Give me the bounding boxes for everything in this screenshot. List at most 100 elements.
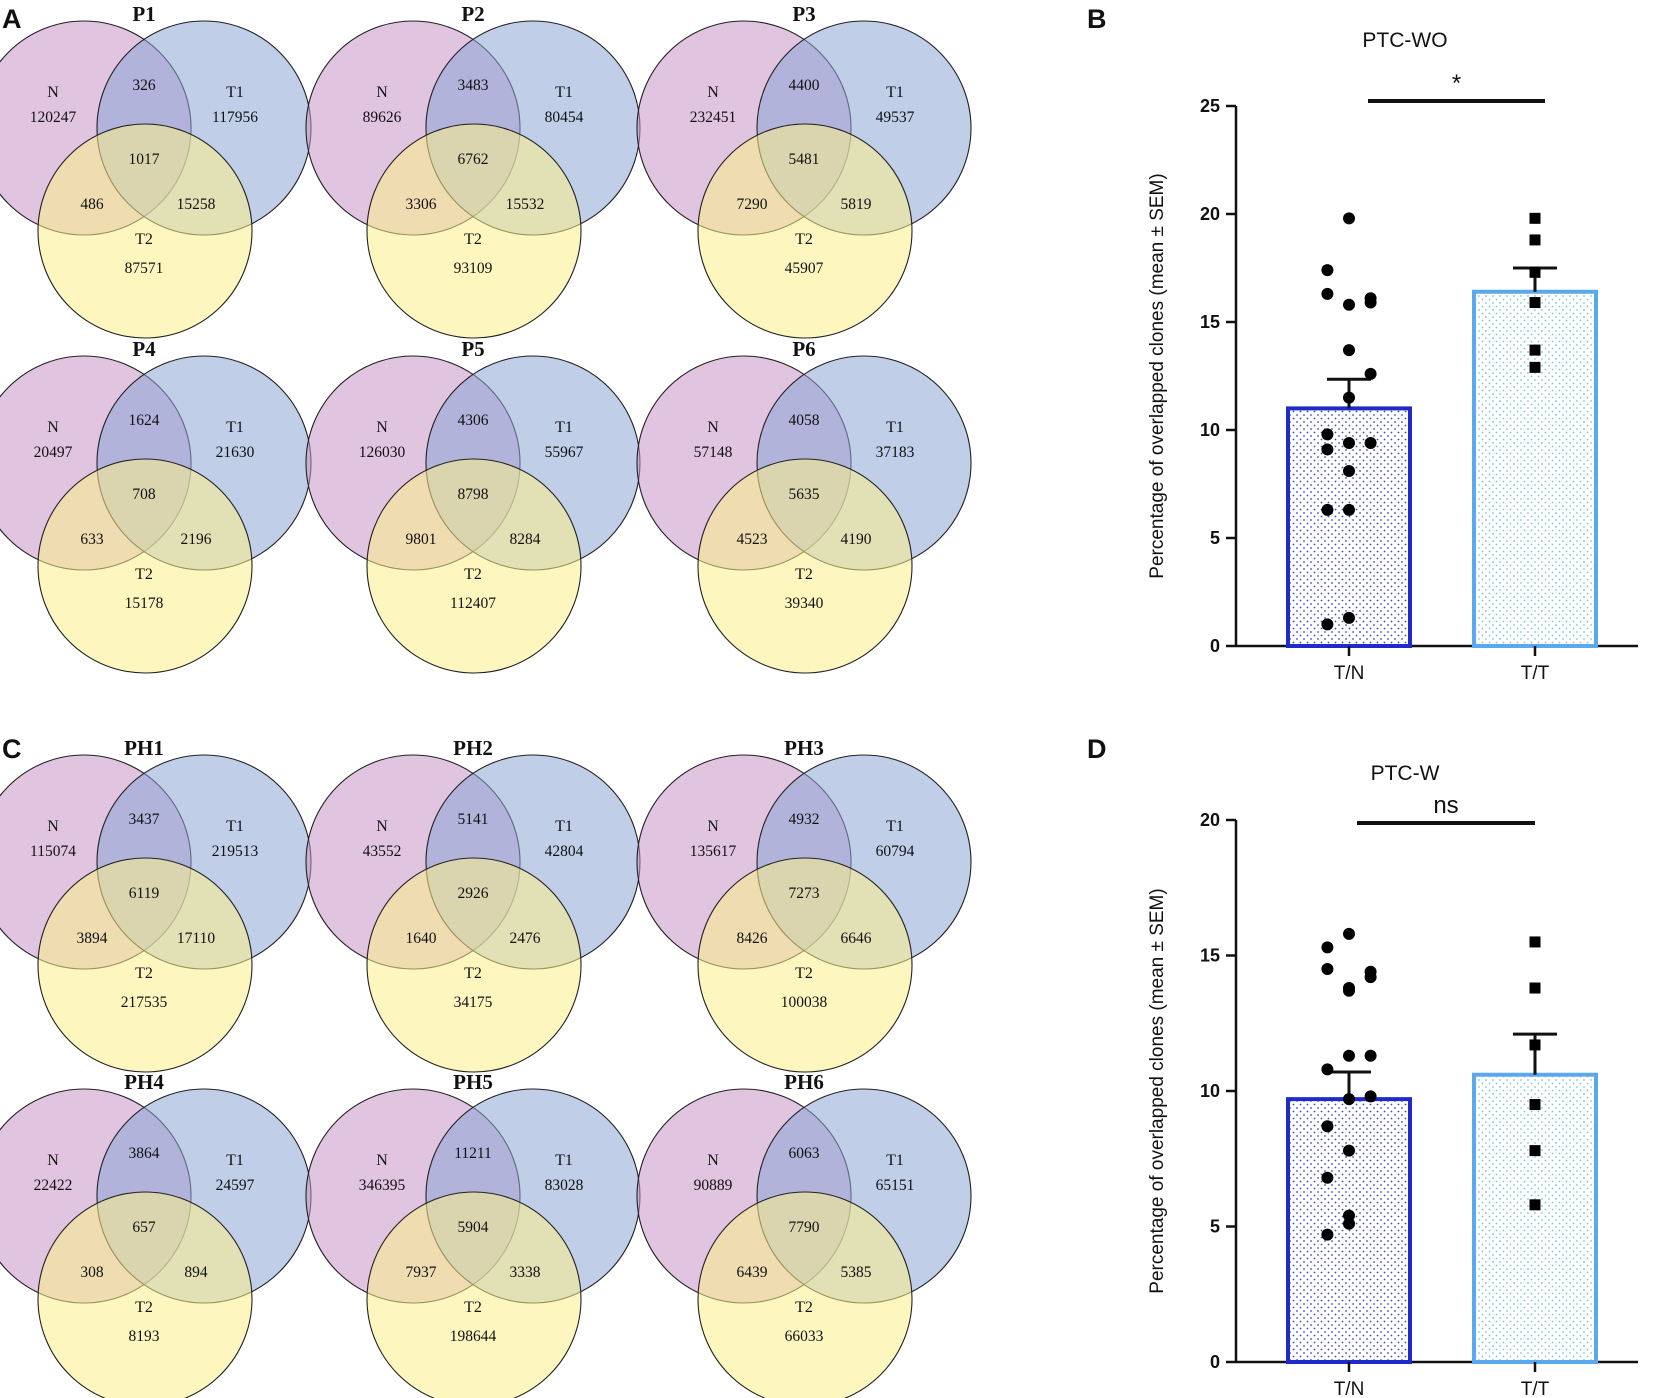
- venn-label-t2: T2: [795, 566, 813, 583]
- venn-title: PH4: [124, 1070, 164, 1094]
- venn-title: P2: [461, 2, 484, 26]
- venn-value-t2-only: 217535: [121, 994, 168, 1011]
- venn-label-n: N: [707, 1152, 719, 1169]
- venn-value-t1-t2: 5819: [841, 196, 872, 213]
- y-tick-label: 15: [1200, 946, 1220, 966]
- y-tick-label: 5: [1210, 1217, 1220, 1237]
- y-tick-label: 20: [1200, 810, 1220, 830]
- venn-value-t2-only: 198644: [450, 1328, 497, 1345]
- venn-value-n-t2: 7937: [406, 1264, 437, 1281]
- venn-circle-t2: [366, 123, 582, 339]
- venn-value-t1-only: 55967: [545, 444, 584, 461]
- venn-value-all: 7790: [789, 1219, 820, 1236]
- venn-value-all: 5635: [789, 486, 820, 503]
- data-point: [1321, 941, 1334, 954]
- venn-value-n-t2: 3306: [406, 196, 437, 213]
- venn-label-n: N: [376, 84, 388, 101]
- venn-value-t2-only: 15178: [125, 595, 164, 612]
- y-tick-label: 15: [1200, 312, 1220, 332]
- bar-t-n: [1286, 1097, 1412, 1364]
- venn-value-n-only: 89626: [363, 109, 402, 126]
- venn-label-n: N: [47, 1152, 59, 1169]
- data-point: [1321, 1171, 1334, 1184]
- venn-value-n-t2: 7290: [737, 196, 768, 213]
- venn-value-all: 708: [132, 486, 156, 503]
- venn-circle-t2: [697, 857, 913, 1073]
- venn-value-n-t1: 1624: [129, 412, 160, 429]
- venn-value-n-only: 22422: [34, 1177, 73, 1194]
- data-point: [1343, 212, 1355, 225]
- venn-value-all: 5481: [789, 151, 820, 168]
- venn-value-t2-only: 100038: [781, 994, 828, 1011]
- venn-value-t2-only: 39340: [785, 595, 824, 612]
- data-point: [1364, 367, 1377, 380]
- venn-title: P4: [132, 337, 156, 361]
- data-point: [1529, 266, 1541, 278]
- venn-value-all: 6762: [458, 151, 489, 168]
- data-point: [1529, 1145, 1541, 1157]
- data-point: [1364, 1049, 1377, 1062]
- venn-label-t1: T1: [555, 1152, 573, 1169]
- venn-p4: P4 N T1 T2 20497 21630 1624 708 633 2196 15178: [0, 337, 312, 674]
- venn-label-t1: T1: [886, 818, 904, 835]
- venn-ph1: PH1 N T1 T2 115074 219513 3437 6119 3894 17110 217…: [0, 736, 312, 1073]
- venn-p1: P1 N T1 T2 120247 117956 326 1017 486 15258 87571: [0, 2, 312, 339]
- venn-value-n-only: 20497: [34, 444, 73, 461]
- bar-chart-ptc-wo: PTC-WO Percentage of overlapped clones (m…: [1147, 29, 1638, 684]
- venn-value-n-only: 115074: [30, 843, 76, 860]
- venn-circle-t2: [366, 857, 582, 1073]
- venn-ph3: PH3 N T1 T2 135617 60794 4932 7273 8426 6646 10003…: [636, 736, 972, 1073]
- venn-title: P1: [132, 2, 155, 26]
- venn-circle-t2: [697, 123, 913, 339]
- venn-ph2: PH2 N T1 T2 43552 42804 5141 2926 1640 2476 34175: [305, 736, 641, 1073]
- data-point: [1529, 361, 1541, 373]
- x-tick-label: T/T: [1521, 663, 1550, 684]
- y-axis-label: Percentage of overlapped clones (mean ± …: [1147, 173, 1168, 578]
- data-point: [1529, 1099, 1541, 1111]
- venn-value-t1-only: 37183: [876, 444, 915, 461]
- panel-letter-c: C: [2, 734, 22, 764]
- venn-value-n-t2: 8426: [737, 930, 768, 947]
- venn-label-t2: T2: [135, 566, 153, 583]
- y-tick-label: 5: [1210, 528, 1220, 548]
- venn-ph5: PH5 N T1 T2 346395 83028 11211 5904 7937 3338 1986…: [305, 1070, 641, 1398]
- data-point: [1321, 1120, 1334, 1133]
- venn-label-t2: T2: [135, 1299, 153, 1316]
- venn-label-t1: T1: [555, 419, 573, 436]
- venn-label-t2: T2: [464, 231, 482, 248]
- venn-value-t1-t2: 894: [184, 1264, 208, 1281]
- venn-value-t1-t2: 15258: [177, 196, 216, 213]
- venn-value-n-only: 135617: [690, 843, 737, 860]
- venn-circle-t2: [37, 458, 253, 674]
- venn-title: PH6: [784, 1070, 824, 1094]
- venn-ph6: PH6 N T1 T2 90889 65151 6063 7790 6439 5385 66033: [636, 1070, 972, 1398]
- data-point: [1321, 1228, 1334, 1241]
- venn-label-t1: T1: [555, 818, 573, 835]
- data-point: [1343, 927, 1355, 940]
- data-point: [1321, 264, 1334, 277]
- venn-label-n: N: [47, 419, 59, 436]
- venn-value-all: 6119: [129, 885, 160, 902]
- data-point: [1529, 1199, 1541, 1211]
- venn-value-t1-only: 83028: [545, 1177, 584, 1194]
- venn-label-t1: T1: [886, 84, 904, 101]
- data-point: [1321, 1063, 1334, 1076]
- venn-label-t2: T2: [135, 965, 153, 982]
- venn-value-n-t1: 5141: [458, 811, 489, 828]
- venn-value-t1-t2: 2476: [510, 930, 541, 947]
- venn-label-t1: T1: [226, 419, 244, 436]
- data-point: [1364, 1090, 1377, 1103]
- venn-value-n-t1: 3437: [129, 811, 160, 828]
- venn-value-t2-only: 112407: [450, 595, 496, 612]
- venn-value-n-t1: 3483: [458, 77, 489, 94]
- venn-label-n: N: [707, 419, 719, 436]
- data-point: [1321, 618, 1334, 631]
- data-point: [1321, 963, 1334, 976]
- significance-label: *: [1452, 70, 1461, 97]
- data-point: [1343, 1217, 1355, 1230]
- venn-value-t1-only: 60794: [876, 843, 915, 860]
- venn-value-n-t1: 326: [132, 77, 156, 94]
- venn-label-n: N: [376, 419, 388, 436]
- venn-title: PH2: [453, 736, 493, 760]
- venn-value-all: 5904: [458, 1219, 489, 1236]
